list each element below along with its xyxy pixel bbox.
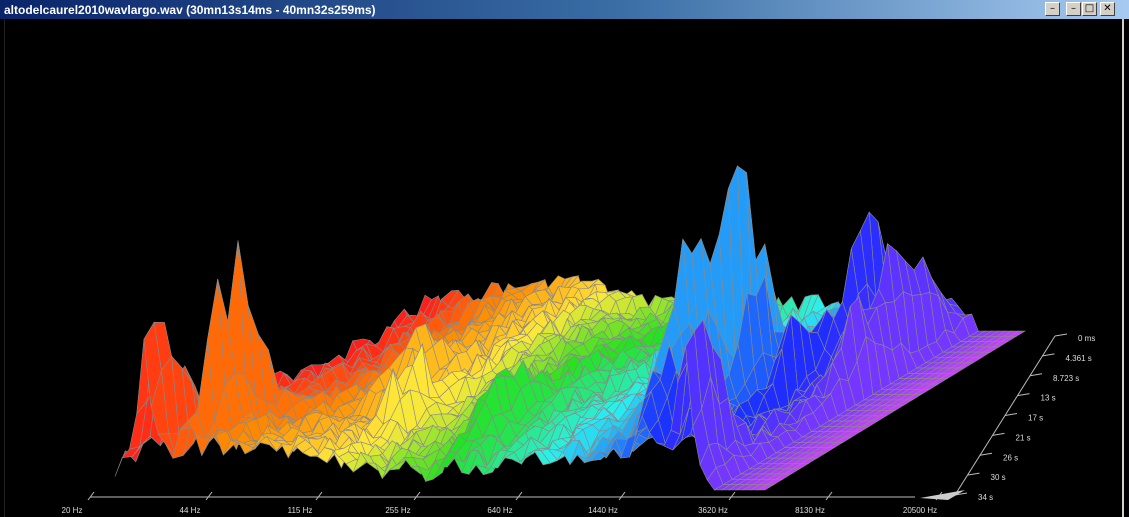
z-tick <box>1054 333 1068 337</box>
z-tick <box>1017 393 1030 397</box>
x-tick-label: 20 Hz <box>62 506 83 515</box>
window-title: altodelcaurel2010wavlargo.wav (30mn13s14… <box>4 2 376 17</box>
x-tick <box>515 491 523 501</box>
x-tick <box>205 491 213 501</box>
x-tick <box>825 491 833 501</box>
x-tick-label: 640 Hz <box>487 506 512 515</box>
surface-cell <box>756 484 775 491</box>
minimize-button[interactable]: – <box>1066 2 1081 16</box>
window-titlebar[interactable]: altodelcaurel2010wavlargo.wav (30mn13s14… <box>0 0 1129 19</box>
axis-arrow-icon <box>920 490 965 500</box>
z-tick-label: 8.723 s <box>1053 374 1079 383</box>
z-tick-label: 26 s <box>1003 453 1018 462</box>
z-tick-label: 0 ms <box>1078 334 1095 343</box>
z-tick-label: 21 s <box>1016 433 1031 442</box>
z-tick <box>1042 353 1055 357</box>
x-tick-label: 8130 Hz <box>795 506 825 515</box>
x-tick <box>413 491 421 501</box>
outer-minimize-button[interactable]: – <box>1045 2 1060 16</box>
maximize-button[interactable]: □ <box>1082 2 1097 16</box>
x-tick-label: 115 Hz <box>288 506 313 515</box>
x-tick-label: 255 Hz <box>385 506 410 515</box>
surface-mesh <box>114 165 1027 491</box>
x-tick-label: 3620 Hz <box>698 506 728 515</box>
z-tick-label: 34 s <box>978 493 993 502</box>
z-tick <box>979 452 993 456</box>
x-tick-label: 20500 Hz <box>903 506 937 515</box>
x-tick <box>87 491 95 501</box>
z-tick <box>1004 413 1018 416</box>
x-tick <box>315 491 323 501</box>
z-tick <box>967 472 980 476</box>
x-tick <box>728 491 736 501</box>
z-tick <box>1029 373 1043 377</box>
x-tick <box>618 491 626 501</box>
z-tick-label: 17 s <box>1028 414 1043 423</box>
z-tick-label: 4.361 s <box>1066 354 1092 363</box>
close-button[interactable]: ✕ <box>1100 2 1115 16</box>
z-tick-label: 30 s <box>991 473 1006 482</box>
x-tick-label: 44 Hz <box>180 506 201 515</box>
z-tick-label: 13 s <box>1041 394 1056 403</box>
z-tick <box>992 432 1005 436</box>
x-tick-label: 1440 Hz <box>588 506 618 515</box>
plot-axes: 20 Hz 44 Hz 115 Hz 255 Hz 640 Hz 1440 Hz 3620 … <box>62 333 1095 515</box>
